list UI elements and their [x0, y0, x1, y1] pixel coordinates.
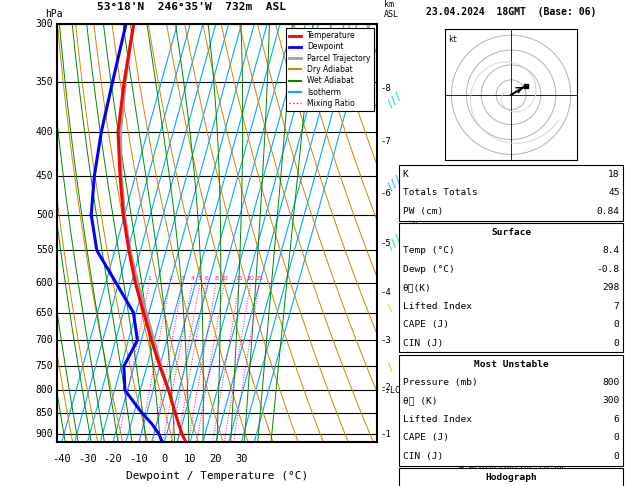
Text: 350: 350 — [36, 77, 53, 87]
Text: Lifted Index: Lifted Index — [403, 302, 472, 311]
Text: CIN (J): CIN (J) — [403, 452, 443, 461]
Text: -2: -2 — [381, 383, 391, 392]
Text: CAPE (J): CAPE (J) — [403, 434, 448, 442]
Text: kt: kt — [448, 35, 458, 44]
Text: 800: 800 — [36, 385, 53, 395]
Text: -10: -10 — [130, 454, 148, 465]
Text: -40: -40 — [52, 454, 71, 465]
Text: 650: 650 — [36, 308, 53, 318]
Text: CIN (J): CIN (J) — [403, 339, 443, 347]
Text: 25: 25 — [255, 276, 264, 281]
Text: 8: 8 — [214, 276, 218, 281]
Text: 53°18'N  246°35'W  732m  ASL: 53°18'N 246°35'W 732m ASL — [97, 2, 286, 12]
Text: K: K — [403, 170, 408, 179]
Text: 18: 18 — [608, 170, 620, 179]
Legend: Temperature, Dewpoint, Parcel Trajectory, Dry Adiabat, Wet Adiabat, Isotherm, Mi: Temperature, Dewpoint, Parcel Trajectory… — [286, 28, 374, 111]
Text: Pressure (mb): Pressure (mb) — [403, 378, 477, 387]
Text: 700: 700 — [36, 335, 53, 346]
Text: 0: 0 — [161, 454, 167, 465]
Text: © weatheronline.co.uk: © weatheronline.co.uk — [459, 462, 564, 471]
Text: 0: 0 — [614, 339, 620, 347]
Text: -4: -4 — [381, 288, 391, 296]
Text: 8.4: 8.4 — [603, 246, 620, 255]
Text: 450: 450 — [36, 171, 53, 180]
Text: 300: 300 — [36, 19, 53, 29]
Text: Dewpoint / Temperature (°C): Dewpoint / Temperature (°C) — [126, 471, 308, 482]
Text: Most Unstable: Most Unstable — [474, 360, 548, 368]
Text: 0.84: 0.84 — [596, 207, 620, 216]
Text: -30: -30 — [78, 454, 97, 465]
Text: -3: -3 — [381, 336, 391, 345]
Text: PW (cm): PW (cm) — [403, 207, 443, 216]
Text: 6: 6 — [204, 276, 208, 281]
Text: 900: 900 — [36, 429, 53, 439]
Text: /: / — [385, 362, 396, 373]
Text: 298: 298 — [603, 283, 620, 292]
Text: ///: /// — [385, 90, 404, 109]
Text: km
ASL: km ASL — [384, 0, 399, 19]
Text: 600: 600 — [36, 278, 53, 288]
Text: 300: 300 — [603, 397, 620, 405]
Text: hPa: hPa — [45, 9, 62, 19]
Text: -0.8: -0.8 — [596, 265, 620, 274]
Text: 20: 20 — [209, 454, 222, 465]
Text: ///: /// — [385, 232, 404, 251]
Text: 23.04.2024  18GMT  (Base: 06): 23.04.2024 18GMT (Base: 06) — [426, 7, 596, 17]
Text: Dewp (°C): Dewp (°C) — [403, 265, 454, 274]
Text: -1: -1 — [381, 430, 391, 438]
Text: 2: 2 — [168, 276, 172, 281]
Text: Totals Totals: Totals Totals — [403, 189, 477, 197]
Text: 45: 45 — [608, 189, 620, 197]
Text: 10: 10 — [184, 454, 196, 465]
Text: 500: 500 — [36, 210, 53, 220]
Text: CAPE (J): CAPE (J) — [403, 320, 448, 329]
Text: -6: -6 — [381, 189, 391, 198]
Text: 0: 0 — [614, 320, 620, 329]
Text: 800: 800 — [603, 378, 620, 387]
Text: 1: 1 — [147, 276, 151, 281]
Text: 750: 750 — [36, 361, 53, 371]
Text: Surface: Surface — [491, 228, 531, 237]
Text: 550: 550 — [36, 245, 53, 255]
Text: Lifted Index: Lifted Index — [403, 415, 472, 424]
Text: Temp (°C): Temp (°C) — [403, 246, 454, 255]
Text: -8: -8 — [381, 84, 391, 93]
Text: θᴇ (K): θᴇ (K) — [403, 397, 437, 405]
Text: -₂LCL: -₂LCL — [381, 385, 406, 395]
Text: 4: 4 — [191, 276, 194, 281]
Text: 3: 3 — [181, 276, 185, 281]
Text: /: / — [385, 303, 396, 314]
Text: 0: 0 — [614, 434, 620, 442]
Text: -5: -5 — [381, 239, 391, 248]
Text: 20: 20 — [247, 276, 255, 281]
Text: 15: 15 — [236, 276, 243, 281]
Text: -7: -7 — [381, 137, 391, 146]
Text: ///: /// — [385, 174, 404, 193]
Text: 30: 30 — [235, 454, 248, 465]
Text: Mixing Ratio (g/kg): Mixing Ratio (g/kg) — [408, 182, 416, 284]
Text: 850: 850 — [36, 408, 53, 418]
Text: 5: 5 — [198, 276, 202, 281]
Text: 0: 0 — [614, 452, 620, 461]
Text: Hodograph: Hodograph — [485, 473, 537, 482]
Text: -20: -20 — [104, 454, 123, 465]
Text: 7: 7 — [614, 302, 620, 311]
Text: 400: 400 — [36, 126, 53, 137]
Text: θᴇ(K): θᴇ(K) — [403, 283, 431, 292]
Text: 10: 10 — [221, 276, 228, 281]
Text: 6: 6 — [614, 415, 620, 424]
